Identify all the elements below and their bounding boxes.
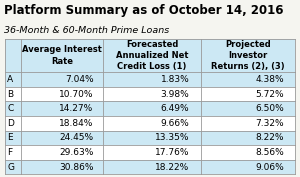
Text: 36-Month & 60-Month Prime Loans: 36-Month & 60-Month Prime Loans [4,26,170,35]
Text: 10.70%: 10.70% [59,90,94,99]
Text: 8.56%: 8.56% [255,148,284,157]
Text: 7.32%: 7.32% [256,119,284,128]
Text: 24.45%: 24.45% [59,133,94,142]
Text: 8.22%: 8.22% [256,133,284,142]
Text: 18.22%: 18.22% [155,162,189,172]
Text: G: G [8,162,14,172]
Text: C: C [8,104,14,113]
Text: D: D [8,119,14,128]
Text: 9.66%: 9.66% [160,119,189,128]
Text: E: E [8,133,13,142]
Text: Forecasted
Annualized Net
Credit Loss (1): Forecasted Annualized Net Credit Loss (1… [116,40,188,71]
Text: 14.27%: 14.27% [59,104,94,113]
Text: 1.83%: 1.83% [160,75,189,84]
Text: 9.06%: 9.06% [255,162,284,172]
Text: Platform Summary as of October 14, 2016: Platform Summary as of October 14, 2016 [4,4,284,17]
Text: 6.49%: 6.49% [160,104,189,113]
Text: A: A [8,75,14,84]
Text: F: F [8,148,13,157]
Text: 7.04%: 7.04% [65,75,94,84]
Text: 6.50%: 6.50% [255,104,284,113]
Text: 18.84%: 18.84% [59,119,94,128]
Text: 4.38%: 4.38% [256,75,284,84]
Text: 30.86%: 30.86% [59,162,94,172]
Text: 5.72%: 5.72% [256,90,284,99]
Text: 17.76%: 17.76% [155,148,189,157]
Text: Projected
Investor
Returns (2), (3): Projected Investor Returns (2), (3) [212,40,285,71]
Text: B: B [8,90,14,99]
Text: 3.98%: 3.98% [160,90,189,99]
Text: 29.63%: 29.63% [59,148,94,157]
Text: 13.35%: 13.35% [155,133,189,142]
Text: Average Interest
Rate: Average Interest Rate [22,45,102,65]
